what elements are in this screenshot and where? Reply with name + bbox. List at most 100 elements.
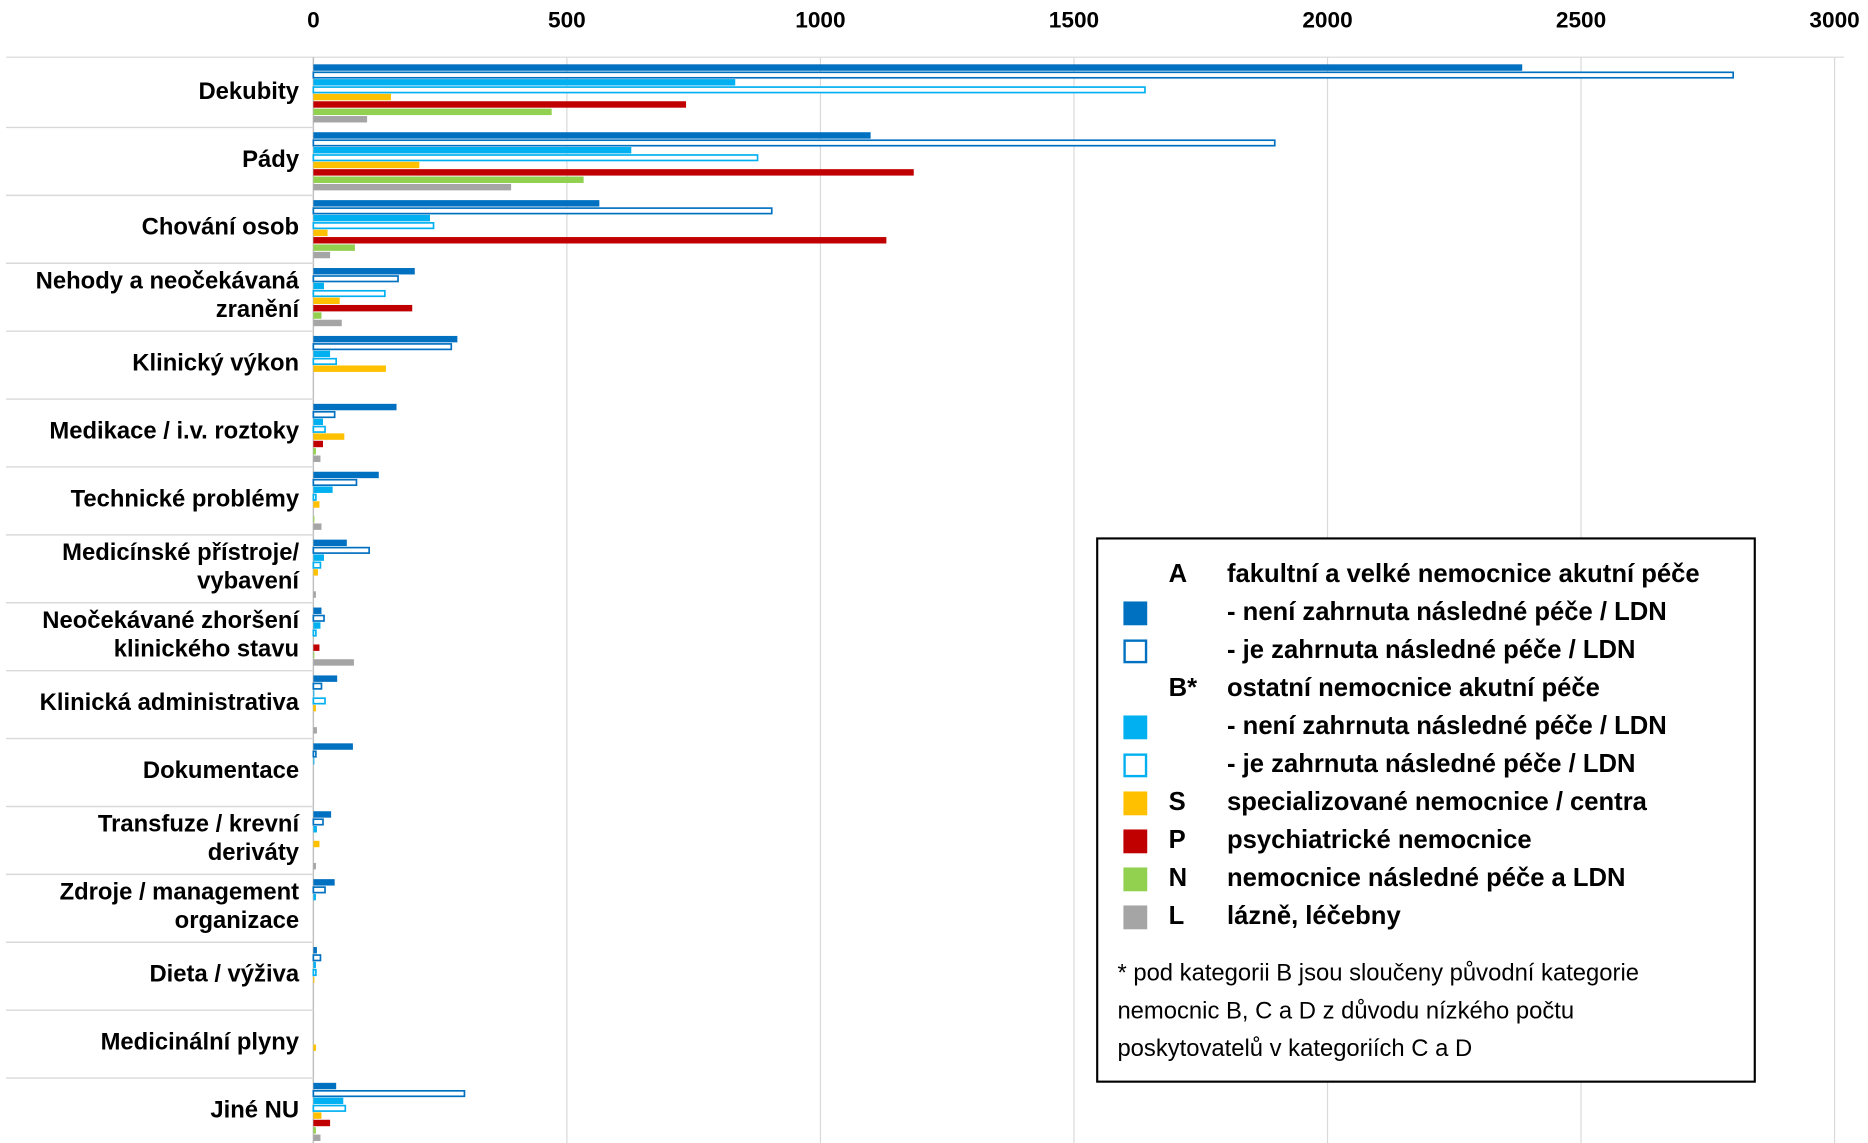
- bar: [313, 244, 355, 251]
- bar: [313, 268, 415, 275]
- category-label: Dieta / výživa: [149, 961, 299, 988]
- category-label: Neočekávané zhoršení klinického stavu: [42, 607, 300, 663]
- bar: [312, 154, 759, 162]
- bar: [313, 976, 315, 984]
- bar: [313, 79, 736, 86]
- bar: [313, 486, 333, 493]
- category-label-line: vybavení: [197, 568, 300, 595]
- category-label-line: klinického stavu: [114, 636, 299, 663]
- bar: [312, 614, 325, 622]
- legend-label: lázně, léčebny: [1227, 902, 1401, 930]
- bar: [313, 690, 315, 697]
- legend-group-label: fakultní a velké nemocnice akutní péče: [1227, 560, 1700, 588]
- bar: [313, 727, 317, 734]
- x-tick-label: 2500: [1556, 7, 1606, 32]
- bar: [312, 275, 399, 283]
- category-label: Dokumentace: [143, 757, 299, 784]
- category-label-line: organizace: [175, 907, 299, 934]
- bar: [313, 116, 368, 123]
- legend-label: - není zahrnuta následné péče / LDN: [1227, 712, 1667, 740]
- category-label: Klinická administrativa: [40, 689, 300, 716]
- bar: [313, 1134, 321, 1141]
- bar: [313, 304, 413, 312]
- category-label: Pády: [242, 146, 300, 173]
- bar: [313, 108, 552, 116]
- legend-note: nemocnic B, C a D z důvodu nízkého počtu: [1117, 997, 1574, 1024]
- bar: [313, 961, 316, 969]
- bar: [313, 471, 379, 479]
- bar: [313, 237, 887, 244]
- bar: [312, 697, 326, 705]
- bar: [313, 183, 512, 191]
- category-label: Medicinální plyny: [101, 1029, 300, 1056]
- legend-swatch: [1123, 905, 1148, 930]
- bar: [313, 840, 320, 848]
- bar: [313, 659, 354, 666]
- bar: [312, 207, 773, 215]
- legend-swatch: [1123, 715, 1148, 740]
- bar: [313, 214, 430, 222]
- category-label: Chování osob: [142, 214, 299, 241]
- category-label-line: Medicinální plyny: [101, 1029, 300, 1056]
- category-label-line: Medicínské přístroje/: [62, 539, 299, 566]
- bar: [313, 146, 632, 154]
- category-label-line: Technické problémy: [71, 486, 300, 513]
- bar: [313, 64, 1523, 71]
- bar: [313, 893, 316, 901]
- legend-group-label: ostatní nemocnice akutní péče: [1227, 674, 1600, 702]
- category-label: Medikace / i.v. roztoky: [49, 418, 299, 445]
- legend-label: - je zahrnuta následné péče / LDN: [1227, 750, 1635, 778]
- bar: [312, 682, 323, 690]
- category-label-line: Dekubity: [198, 78, 299, 105]
- category-label-line: Transfuze / krevní: [98, 811, 301, 838]
- category-label-line: Pády: [242, 146, 300, 173]
- legend-code: N: [1169, 864, 1188, 892]
- bar: [312, 561, 322, 569]
- bar: [313, 418, 323, 426]
- x-tick-label: 0: [307, 7, 320, 32]
- bar: [313, 169, 914, 176]
- category-label-line: Klinický výkon: [132, 350, 299, 377]
- legend-swatch: [1123, 867, 1148, 892]
- bar: [313, 1082, 337, 1090]
- legend-swatch: [1123, 601, 1148, 626]
- bar: [312, 493, 317, 501]
- bar: [313, 319, 342, 327]
- legend-code: P: [1169, 826, 1186, 854]
- legend-swatch: [1123, 753, 1148, 778]
- bar: [313, 433, 345, 440]
- legend-code: L: [1169, 902, 1185, 930]
- bar: [312, 968, 317, 977]
- category-label-line: Zdroje / management: [60, 879, 300, 906]
- category-label: Nehody a neočekávaná zranění: [36, 268, 301, 324]
- category-label-line: Klinická administrativa: [40, 689, 300, 716]
- x-tick-label: 1000: [795, 7, 845, 32]
- legend-code: S: [1169, 788, 1186, 816]
- legend-swatch: [1123, 829, 1148, 854]
- legend-box: [1096, 537, 1756, 1083]
- bar: [312, 139, 1276, 147]
- x-tick-label: 1500: [1049, 7, 1099, 32]
- bar: [313, 312, 322, 319]
- category-label-line: Nehody a neočekávaná: [36, 268, 300, 295]
- legend-label: psychiatrické nemocnice: [1227, 826, 1532, 854]
- category-label-line: Jiné NU: [210, 1097, 299, 1124]
- bar: [312, 750, 317, 758]
- bar: [312, 954, 322, 962]
- category-label: Transfuze / krevní deriváty: [98, 811, 301, 867]
- bar: [313, 826, 317, 833]
- bar: [313, 516, 315, 523]
- bar: [312, 71, 1735, 79]
- bar: [313, 229, 328, 237]
- bar: [312, 818, 324, 826]
- bar: [313, 947, 317, 954]
- bar: [312, 357, 338, 365]
- bar: [313, 651, 315, 659]
- legend-label: - není zahrnuta následné péče / LDN: [1227, 598, 1667, 626]
- category-label-line: Chování osob: [142, 214, 299, 241]
- category-label-line: deriváty: [208, 839, 300, 866]
- category-label: Medicínské přístroje/vybavení: [62, 539, 300, 595]
- bar: [313, 704, 316, 712]
